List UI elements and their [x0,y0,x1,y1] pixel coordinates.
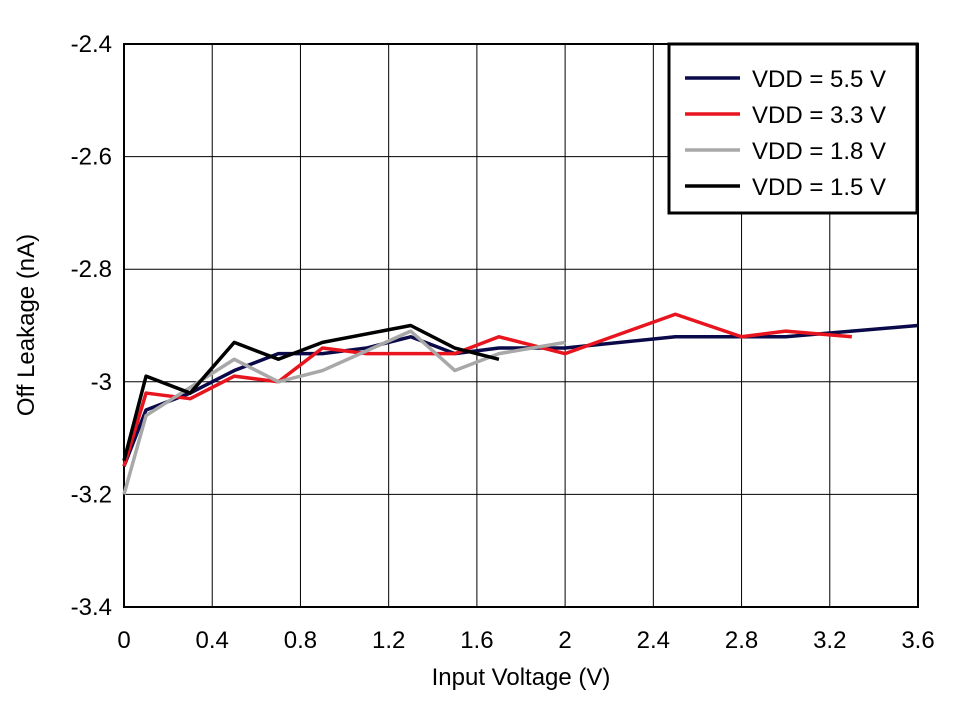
x-tick-label: 2.4 [637,627,670,654]
x-tick-label: 1.2 [372,627,405,654]
y-tick-label: -2.6 [71,144,112,171]
y-tick-label: -2.8 [71,256,112,283]
legend-label: VDD = 3.3 V [752,102,886,129]
x-tick-label: 1.6 [460,627,493,654]
data-line [122,323,500,462]
y-tick-label: -3 [91,369,112,396]
x-tick-label: 0.4 [196,627,229,654]
y-tick-label: -3.4 [71,594,112,621]
x-tick-label: 3.2 [813,627,846,654]
x-axis-label: Input Voltage (V) [432,664,611,691]
legend-label: VDD = 1.5 V [752,174,886,201]
x-tick-label: 3.6 [901,627,934,654]
y-tick-label: -2.4 [71,31,112,58]
y-axis-label: Off Leakage (nA) [13,234,40,416]
x-tick-label: 2 [558,627,571,654]
data-line [122,312,852,467]
x-tick-label: 2.8 [725,627,758,654]
legend-label: VDD = 1.8 V [752,138,886,165]
y-tick-label: -3.2 [71,481,112,508]
legend-label: VDD = 5.5 V [752,66,886,93]
data-line [122,329,566,495]
x-tick-label: 0 [117,627,130,654]
x-tick-label: 0.8 [284,627,317,654]
